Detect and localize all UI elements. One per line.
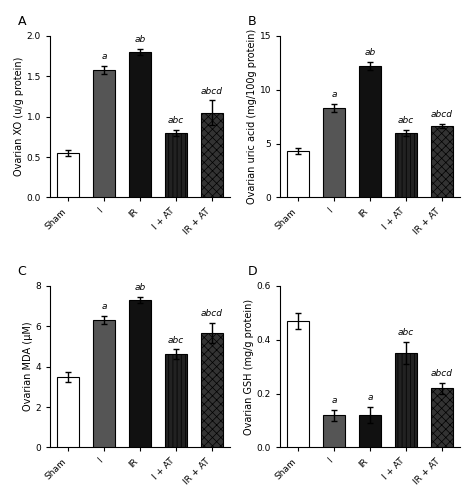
Text: abcd: abcd <box>431 110 453 120</box>
Bar <box>395 353 417 448</box>
Bar <box>129 52 151 198</box>
Text: abcd: abcd <box>201 86 223 96</box>
Bar <box>93 320 115 448</box>
Bar <box>395 132 417 198</box>
Bar <box>201 112 223 198</box>
Text: a: a <box>331 90 337 99</box>
Bar <box>57 153 79 198</box>
Y-axis label: Ovarian uric acid (mg/100g protein): Ovarian uric acid (mg/100g protein) <box>247 29 257 204</box>
Bar <box>287 320 309 448</box>
Y-axis label: Ovarian XO (u/g protein): Ovarian XO (u/g protein) <box>14 57 24 176</box>
Text: abc: abc <box>168 116 184 124</box>
Bar <box>129 300 151 448</box>
Text: abcd: abcd <box>201 309 223 318</box>
Text: abc: abc <box>168 336 184 344</box>
Text: a: a <box>331 396 337 405</box>
Text: C: C <box>18 264 27 278</box>
Text: a: a <box>101 52 107 60</box>
Text: abc: abc <box>398 328 414 338</box>
Bar <box>165 132 187 198</box>
Text: abcd: abcd <box>431 369 453 378</box>
Bar <box>323 108 345 198</box>
Text: a: a <box>367 393 373 402</box>
Bar <box>165 354 187 448</box>
Text: abc: abc <box>398 116 414 124</box>
Bar <box>57 376 79 448</box>
Y-axis label: Ovarian GSH (mg/g protein): Ovarian GSH (mg/g protein) <box>244 298 254 434</box>
Bar <box>431 126 453 198</box>
Text: ab: ab <box>135 283 146 292</box>
Bar <box>431 388 453 448</box>
Bar <box>359 415 381 448</box>
Text: A: A <box>18 14 26 28</box>
Text: a: a <box>101 302 107 311</box>
Bar <box>287 151 309 198</box>
Text: B: B <box>248 14 256 28</box>
Y-axis label: Ovarian MDA (μM): Ovarian MDA (μM) <box>22 322 33 412</box>
Text: D: D <box>248 264 257 278</box>
Bar <box>201 333 223 448</box>
Text: ab: ab <box>365 48 376 56</box>
Bar <box>359 66 381 198</box>
Text: ab: ab <box>135 34 146 43</box>
Bar <box>323 415 345 448</box>
Bar <box>93 70 115 198</box>
